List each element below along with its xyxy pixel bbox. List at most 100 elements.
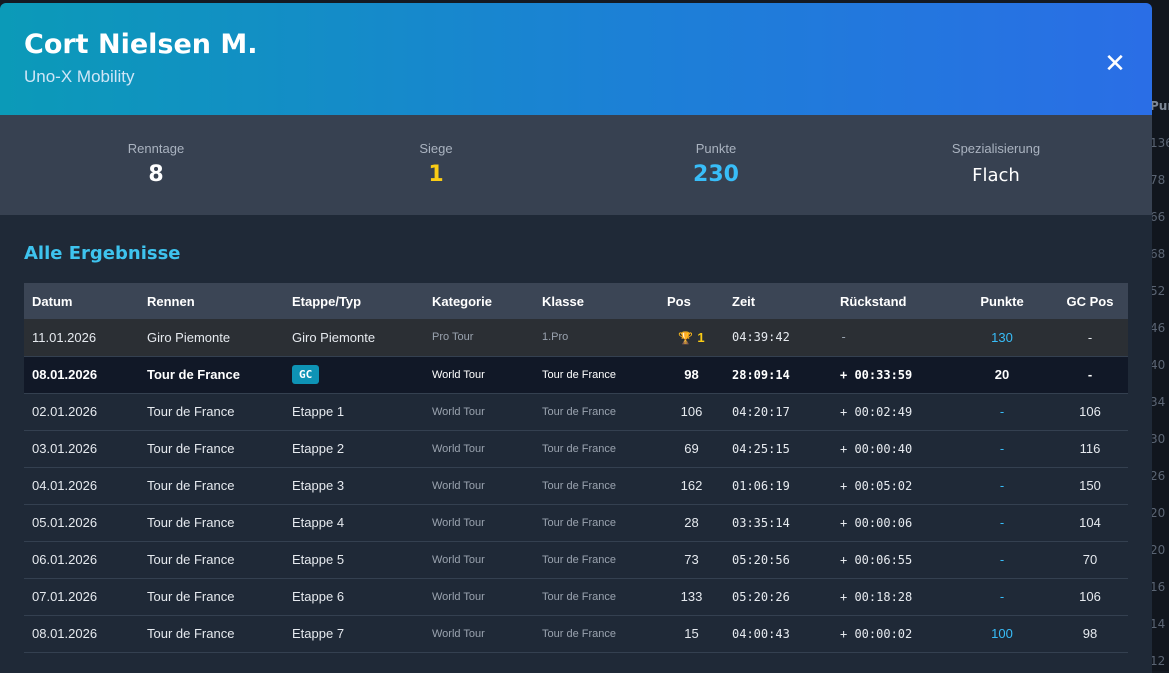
- cell-stage: Etappe 5: [284, 541, 424, 579]
- cell-category: Pro Tour: [424, 319, 534, 357]
- cell-points: -: [952, 578, 1052, 616]
- cell-time: 04:25:15: [724, 430, 832, 468]
- background-points-column: Punk 136 78 66 68 52 46 40 34 30 26 20 20 16 14 12: [1150, 88, 1169, 671]
- section-title: Alle Ergebnisse: [24, 243, 181, 264]
- table-row[interactable]: 11.01.2026 Giro Piemonte Giro Piemonte P…: [24, 319, 1128, 357]
- cell-gc-pos: 106: [1052, 393, 1128, 431]
- cell-date: 08.01.2026: [24, 356, 139, 394]
- cell-time: 05:20:56: [724, 541, 832, 579]
- stat-value: 1: [428, 162, 444, 187]
- cell-gap: + 00:00:02: [832, 615, 952, 653]
- cell-date: 07.01.2026: [24, 578, 139, 616]
- cell-date: 08.01.2026: [24, 615, 139, 653]
- table-row[interactable]: 03.01.2026 Tour de France Etappe 2 World…: [24, 430, 1128, 468]
- cell-points: 130: [952, 319, 1052, 357]
- table-row[interactable]: 06.01.2026 Tour de France Etappe 5 World…: [24, 541, 1128, 579]
- cell-gap: -: [832, 319, 952, 357]
- background-value: 34: [1150, 395, 1166, 409]
- cell-pos: 73: [659, 541, 724, 579]
- background-value: 16: [1150, 580, 1166, 594]
- modal-header: Cort Nielsen M. Uno-X Mobility ✕: [0, 3, 1152, 115]
- cell-class: Tour de France: [534, 615, 659, 653]
- cell-class: Tour de France: [534, 504, 659, 542]
- gc-badge: GC: [292, 365, 320, 384]
- team-name: Uno-X Mobility: [24, 67, 135, 86]
- table-row[interactable]: 07.01.2026 Tour de France Etappe 6 World…: [24, 578, 1128, 616]
- cell-pos: 🏆 1: [659, 319, 724, 357]
- background-value: 68: [1150, 247, 1166, 261]
- cell-pos: 15: [659, 615, 724, 653]
- cell-stage: GC: [284, 356, 424, 394]
- column-header-rueckstand[interactable]: Rückstand: [840, 293, 907, 309]
- cell-category: World Tour: [424, 615, 534, 653]
- cell-time: 04:39:42: [724, 319, 832, 357]
- cell-time: 03:35:14: [724, 504, 832, 542]
- cell-stage: Etappe 3: [284, 467, 424, 505]
- cell-time: 05:20:26: [724, 578, 832, 616]
- trophy-icon: 🏆: [678, 330, 694, 345]
- cell-gap: + 00:05:02: [832, 467, 952, 505]
- cell-points: -: [952, 393, 1052, 431]
- stats-bar: Renntage 8 Siege 1 Punkte 230 Spezialisi…: [0, 115, 1152, 215]
- column-header-punkte[interactable]: Punkte: [980, 293, 1024, 309]
- cell-stage: Etappe 4: [284, 504, 424, 542]
- cell-gc-pos: 98: [1052, 615, 1128, 653]
- background-value: 14: [1150, 617, 1166, 631]
- stat-value: Flach: [972, 165, 1020, 186]
- cell-race: Tour de France: [139, 430, 284, 468]
- cell-race: Giro Piemonte: [139, 319, 284, 357]
- cell-race: Tour de France: [139, 356, 284, 394]
- background-value: 20: [1150, 506, 1166, 520]
- cell-gap: + 00:00:40: [832, 430, 952, 468]
- table-row[interactable]: 02.01.2026 Tour de France Etappe 1 World…: [24, 393, 1128, 431]
- cell-category: World Tour: [424, 393, 534, 431]
- cell-pos: 98: [659, 356, 724, 394]
- cell-date: 06.01.2026: [24, 541, 139, 579]
- table-row[interactable]: 04.01.2026 Tour de France Etappe 3 World…: [24, 467, 1128, 505]
- column-header-datum[interactable]: Datum: [32, 293, 73, 309]
- background-value: 40: [1150, 358, 1166, 372]
- stat-value: 8: [148, 162, 164, 187]
- cell-date: 05.01.2026: [24, 504, 139, 542]
- cell-time: 04:20:17: [724, 393, 832, 431]
- cell-stage: Etappe 6: [284, 578, 424, 616]
- stat-renntage: Renntage 8: [16, 115, 296, 215]
- stat-label: Siege: [419, 141, 453, 156]
- column-header-kategorie[interactable]: Kategorie: [432, 293, 492, 309]
- cell-race: Tour de France: [139, 393, 284, 431]
- stat-label: Punkte: [695, 141, 737, 156]
- cell-points: -: [952, 430, 1052, 468]
- stat-label: Spezialisierung: [951, 141, 1041, 156]
- cell-pos: 133: [659, 578, 724, 616]
- rider-detail-modal: Cort Nielsen M. Uno-X Mobility ✕ Renntag…: [0, 3, 1152, 673]
- cell-class: Tour de France: [534, 578, 659, 616]
- background-value: 26: [1150, 469, 1166, 483]
- cell-class: Tour de France: [534, 430, 659, 468]
- close-icon[interactable]: ✕: [1104, 49, 1126, 79]
- cell-gc-pos: 150: [1052, 467, 1128, 505]
- cell-pos: 162: [659, 467, 724, 505]
- cell-class: Tour de France: [534, 467, 659, 505]
- cell-stage: Etappe 1: [284, 393, 424, 431]
- cell-gap: + 00:02:49: [832, 393, 952, 431]
- cell-date: 03.01.2026: [24, 430, 139, 468]
- cell-race: Tour de France: [139, 504, 284, 542]
- table-row[interactable]: 08.01.2026 Tour de France GC World Tour …: [24, 356, 1128, 394]
- cell-gc-pos: 116: [1052, 430, 1128, 468]
- column-header-etappe[interactable]: Etappe/Typ: [292, 293, 362, 309]
- column-header-pos[interactable]: Pos: [667, 293, 691, 309]
- stat-punkte: Punkte 230: [576, 115, 856, 215]
- results-table: Datum Rennen Etappe/Typ Kategorie Klasse…: [24, 283, 1128, 653]
- column-header-gc-pos[interactable]: GC Pos: [1066, 293, 1114, 309]
- column-header-klasse[interactable]: Klasse: [542, 293, 584, 309]
- cell-gap: + 00:33:59: [832, 356, 952, 394]
- cell-date: 04.01.2026: [24, 467, 139, 505]
- column-header-zeit[interactable]: Zeit: [732, 293, 756, 309]
- cell-category: World Tour: [424, 541, 534, 579]
- cell-gap: + 00:06:55: [832, 541, 952, 579]
- table-row[interactable]: 08.01.2026 Tour de France Etappe 7 World…: [24, 615, 1128, 653]
- column-header-rennen[interactable]: Rennen: [147, 293, 195, 309]
- cell-stage: Etappe 2: [284, 430, 424, 468]
- table-row[interactable]: 05.01.2026 Tour de France Etappe 4 World…: [24, 504, 1128, 542]
- cell-gap: + 00:18:28: [832, 578, 952, 616]
